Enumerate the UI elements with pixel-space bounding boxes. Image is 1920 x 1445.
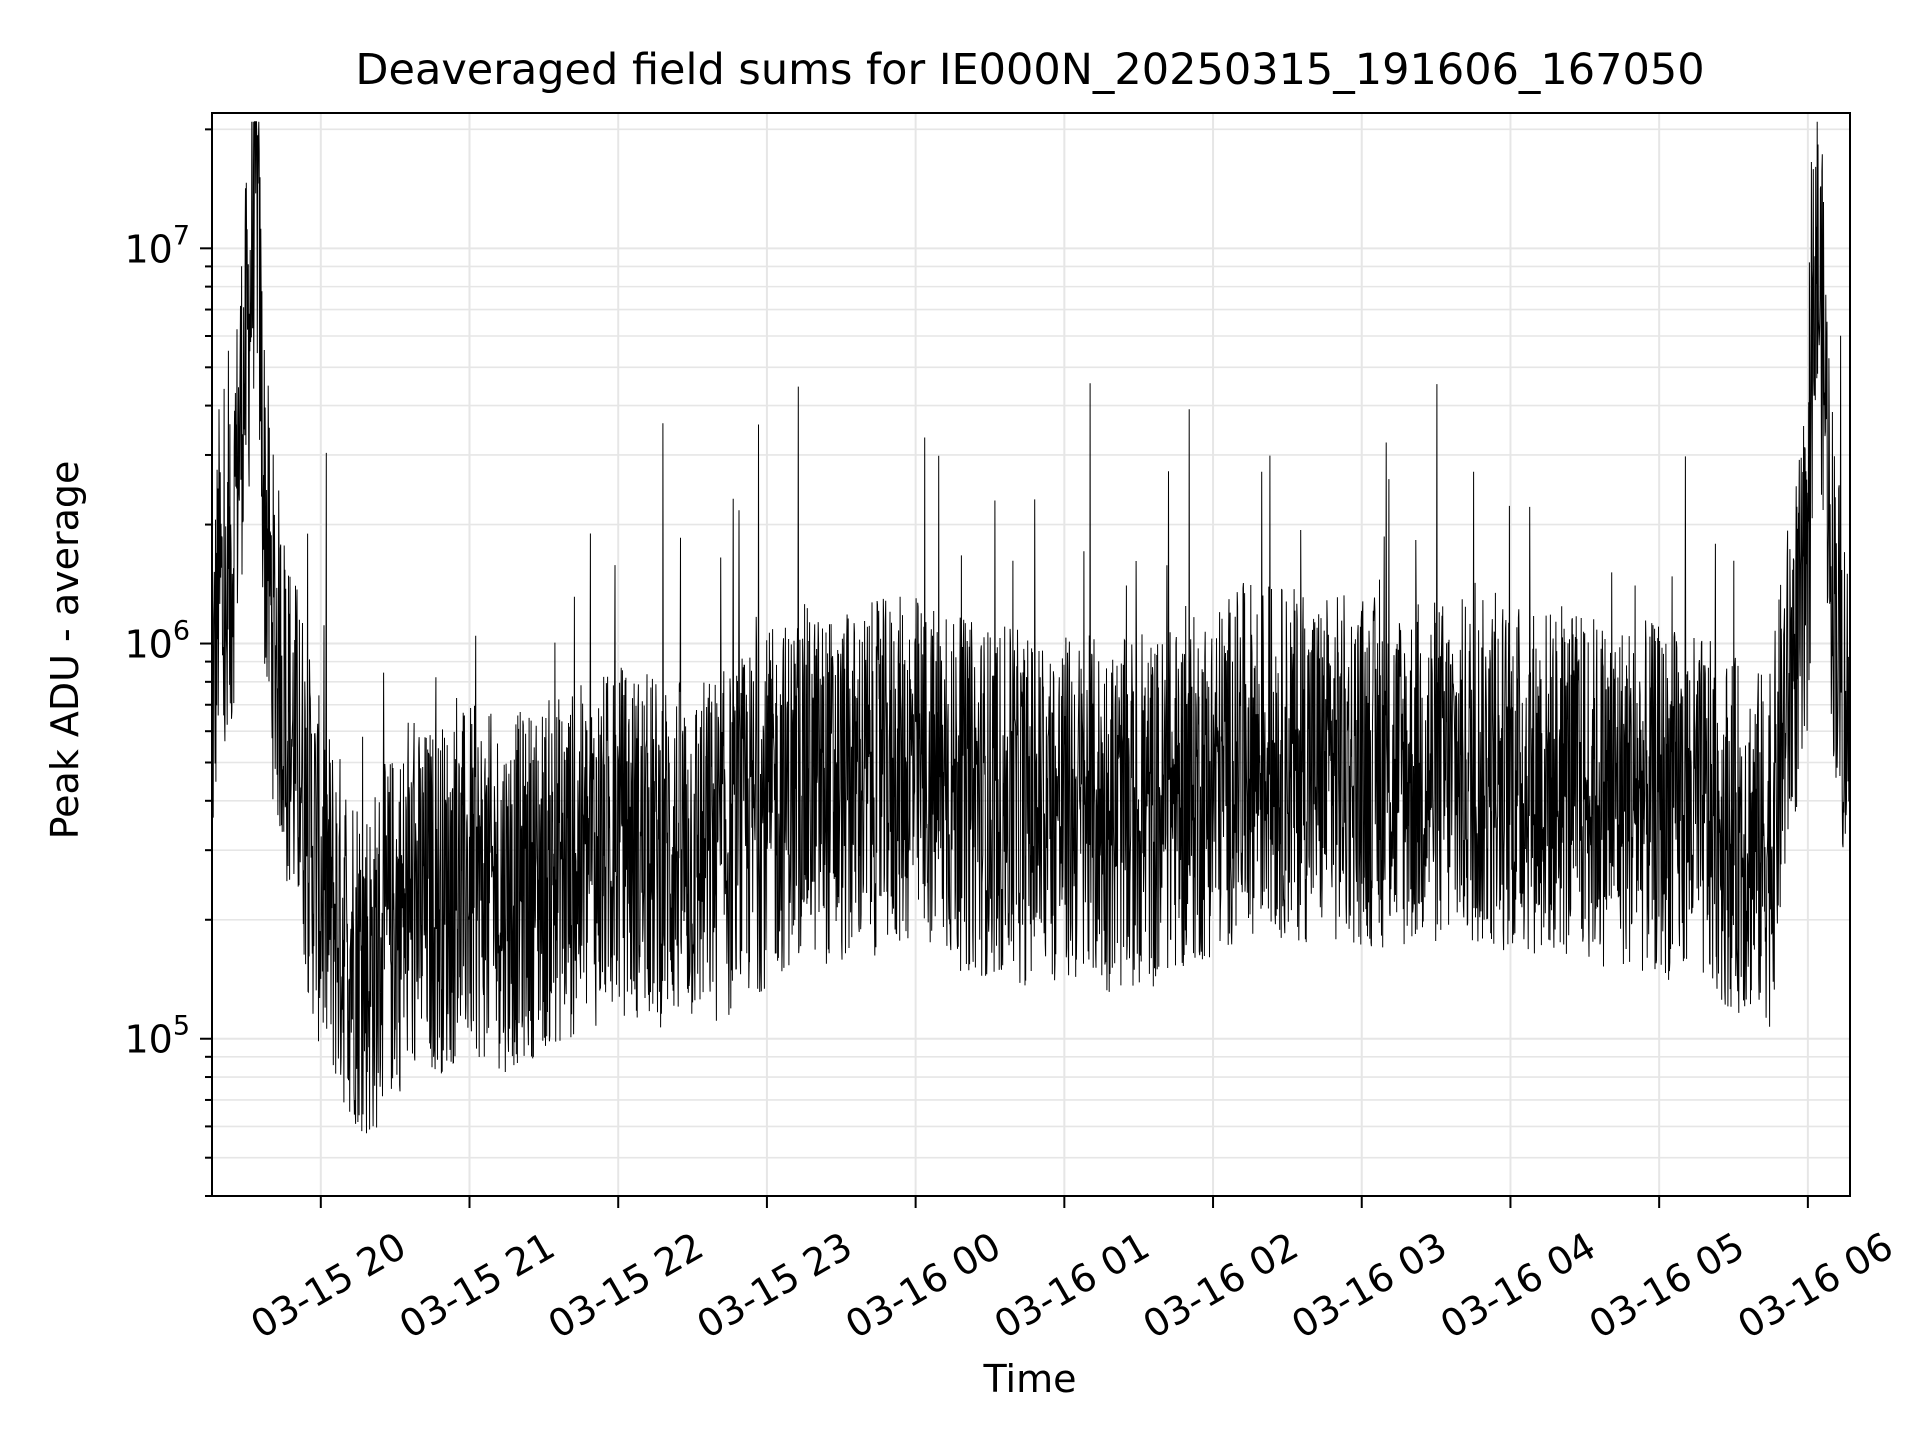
- y-tick-label: 106: [124, 616, 190, 667]
- y-tick-label-exponent: 5: [173, 1011, 190, 1042]
- y-tick-label-exponent: 7: [173, 220, 190, 251]
- series-layer: [211, 121, 1851, 1134]
- y-tick-label-base: 10: [124, 623, 172, 667]
- y-axis-label: Peak ADU - average: [43, 461, 87, 840]
- y-tick-label-base: 10: [124, 227, 172, 271]
- y-tick-label: 105: [124, 1011, 190, 1062]
- series-line: [211, 121, 1851, 1134]
- y-tick-label: 107: [124, 220, 190, 271]
- x-axis-label: Time: [983, 1357, 1077, 1401]
- chart-title: Deaveraged field sums for IE000N_2025031…: [355, 45, 1704, 95]
- plot-frame: [211, 112, 1851, 1197]
- y-tick-label-exponent: 6: [173, 616, 190, 647]
- y-tick-label-base: 10: [124, 1018, 172, 1062]
